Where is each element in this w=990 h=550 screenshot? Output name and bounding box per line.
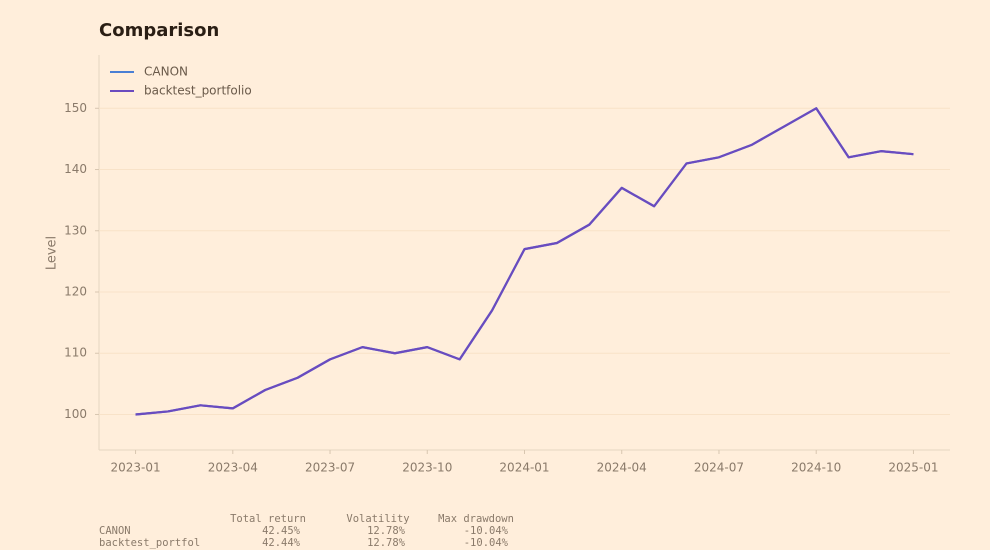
table-cell: 12.78% xyxy=(367,537,406,549)
y-tick-label: 110 xyxy=(64,346,87,360)
legend-label: CANON xyxy=(144,65,188,79)
table-header: Max drawdown xyxy=(438,513,514,525)
y-tick-label: 140 xyxy=(64,162,87,176)
x-tick-label: 2024-07 xyxy=(694,461,744,475)
table-cell: 42.45% xyxy=(262,525,301,537)
table-header: Total return xyxy=(230,513,306,525)
x-tick-label: 2023-01 xyxy=(110,461,160,475)
chart-title: Comparison xyxy=(99,20,219,41)
y-tick-label: 150 xyxy=(64,101,87,115)
series-line xyxy=(135,107,914,416)
y-tick-label: 100 xyxy=(64,407,87,421)
y-tick-label: 120 xyxy=(64,285,87,299)
table-cell: 12.78% xyxy=(367,525,406,537)
x-tick-label: 2025-01 xyxy=(888,461,938,475)
x-tick-label: 2024-01 xyxy=(499,461,549,475)
x-tick-label: 2023-10 xyxy=(402,461,452,475)
legend-label: backtest_portfolio xyxy=(144,84,252,98)
y-tick-label: 130 xyxy=(64,223,87,237)
x-tick-label: 2024-10 xyxy=(791,461,841,475)
table-row-label: CANON xyxy=(99,525,131,537)
table-cell: 42.44% xyxy=(262,537,301,549)
y-axis-label: Level xyxy=(45,236,60,270)
x-tick-label: 2023-04 xyxy=(208,461,258,475)
table-cell: -10.04% xyxy=(464,525,509,537)
x-tick-label: 2024-04 xyxy=(597,461,647,475)
table-header: Volatility xyxy=(346,513,409,525)
table-cell: -10.04% xyxy=(464,537,509,549)
x-tick-label: 2023-07 xyxy=(305,461,355,475)
table-row-label: backtest_portfol xyxy=(99,537,200,549)
